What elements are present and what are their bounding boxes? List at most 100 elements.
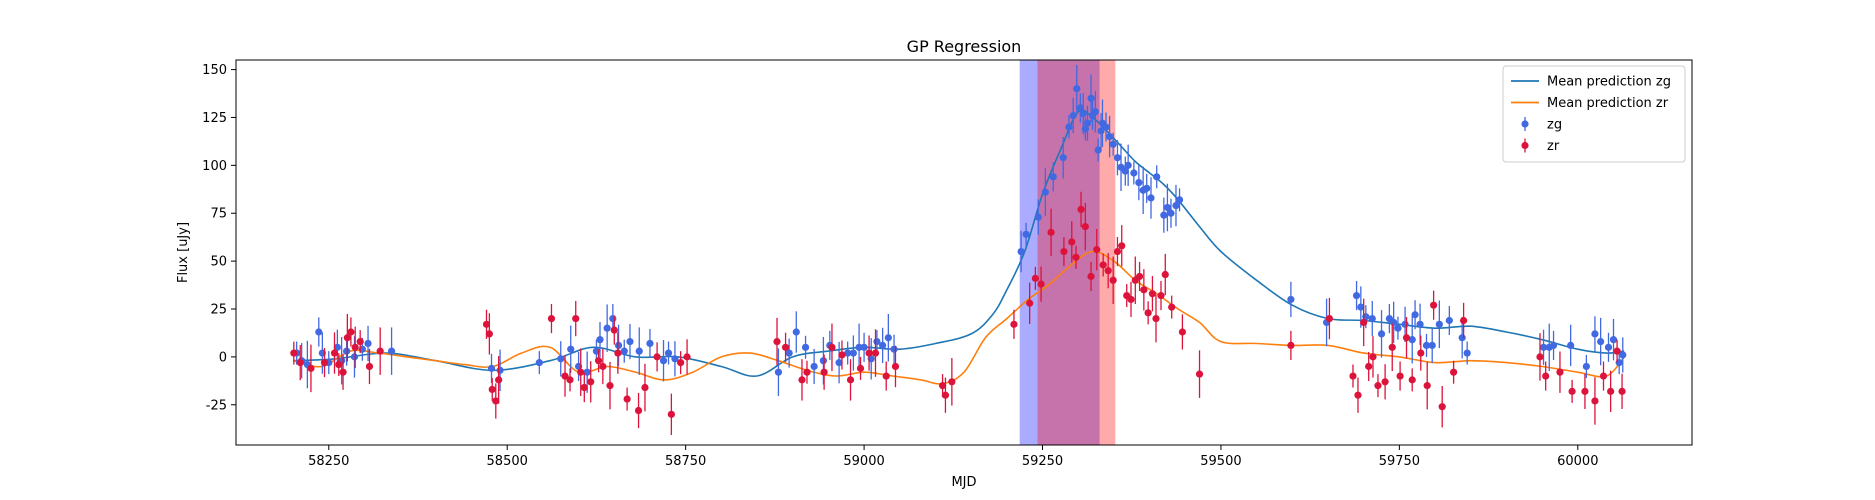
data-point bbox=[356, 337, 364, 346]
data-point bbox=[350, 353, 359, 361]
observation-points bbox=[290, 64, 1627, 436]
data-point bbox=[1613, 347, 1621, 355]
data-point bbox=[879, 341, 887, 349]
data-point bbox=[1047, 228, 1055, 236]
plot-frame bbox=[235, 59, 1693, 446]
data-point bbox=[1010, 320, 1018, 328]
legend-item: zg bbox=[1521, 117, 1562, 133]
data-point bbox=[1148, 290, 1157, 298]
data-point bbox=[1167, 209, 1175, 217]
data-point bbox=[365, 362, 374, 371]
data-point bbox=[1152, 314, 1160, 323]
data-point bbox=[343, 334, 351, 342]
data-point bbox=[376, 347, 384, 355]
data-point bbox=[1077, 205, 1085, 214]
series-line-mean-prediction-zr bbox=[292, 250, 1625, 385]
data-point bbox=[1463, 349, 1471, 357]
data-point bbox=[1087, 94, 1095, 102]
data-point bbox=[1143, 184, 1151, 192]
y-tick-label: -25 bbox=[206, 398, 227, 413]
data-point bbox=[1068, 238, 1076, 246]
data-point bbox=[646, 339, 654, 348]
data-point bbox=[1604, 343, 1613, 351]
data-point bbox=[1354, 391, 1362, 399]
x-tick-label: 58250 bbox=[308, 454, 349, 469]
legend-items: Mean prediction zg Mean prediction zr zg zr bbox=[1511, 75, 1671, 154]
data-point bbox=[583, 368, 591, 376]
data-point bbox=[659, 357, 668, 365]
data-point bbox=[1422, 341, 1431, 349]
x-tick-label: 59000 bbox=[843, 454, 884, 469]
data-point bbox=[1144, 309, 1152, 317]
data-point bbox=[492, 397, 500, 405]
data-point bbox=[846, 376, 855, 384]
data-point bbox=[838, 351, 846, 359]
data-point bbox=[1591, 330, 1599, 338]
legend-box bbox=[1502, 65, 1686, 163]
data-point bbox=[495, 376, 503, 384]
legend-marker-swatch bbox=[1521, 120, 1529, 128]
data-point bbox=[1352, 291, 1361, 300]
data-point bbox=[798, 376, 806, 384]
data-point bbox=[1396, 372, 1404, 380]
data-point bbox=[664, 349, 673, 357]
data-point bbox=[891, 362, 900, 371]
data-point bbox=[599, 362, 607, 371]
data-point bbox=[561, 372, 569, 380]
x-tick-label: 58750 bbox=[665, 454, 706, 469]
data-point bbox=[1178, 328, 1186, 336]
legend-label: Mean prediction zg bbox=[1547, 75, 1671, 90]
data-point bbox=[1106, 133, 1114, 141]
data-point bbox=[1542, 372, 1550, 380]
data-point bbox=[1094, 146, 1102, 154]
data-point bbox=[641, 383, 649, 392]
data-point bbox=[1369, 353, 1377, 361]
data-point bbox=[487, 364, 496, 372]
data-point bbox=[1087, 272, 1095, 281]
data-point bbox=[566, 376, 574, 384]
data-point bbox=[1388, 343, 1396, 351]
data-point bbox=[1428, 341, 1436, 349]
data-point bbox=[860, 343, 868, 351]
data-point bbox=[1031, 274, 1039, 282]
data-point bbox=[1017, 247, 1025, 256]
x-tick-label: 58500 bbox=[487, 454, 528, 469]
data-point bbox=[1102, 123, 1110, 131]
data-point bbox=[610, 326, 618, 334]
legend-label: zg bbox=[1547, 118, 1562, 133]
data-point bbox=[1109, 276, 1117, 284]
data-point bbox=[364, 339, 372, 348]
legend-item: Mean prediction zg bbox=[1511, 75, 1671, 90]
data-point bbox=[792, 328, 800, 336]
data-point bbox=[623, 395, 631, 403]
data-point bbox=[1365, 362, 1373, 371]
data-point bbox=[1460, 316, 1468, 325]
legend-label: Mean prediction zr bbox=[1547, 96, 1669, 111]
data-point bbox=[606, 382, 614, 390]
data-point bbox=[1135, 178, 1143, 187]
data-point bbox=[333, 343, 341, 351]
data-point bbox=[938, 382, 947, 390]
data-point bbox=[1140, 286, 1148, 294]
data-point bbox=[890, 345, 898, 353]
data-point bbox=[1079, 110, 1087, 118]
data-point bbox=[1450, 368, 1458, 376]
legend: Mean prediction zg Mean prediction zr zg zr bbox=[1502, 65, 1686, 163]
chart-title: GP Regression bbox=[907, 37, 1022, 56]
data-point bbox=[1349, 372, 1357, 380]
data-point bbox=[1377, 330, 1386, 338]
data-point bbox=[1037, 280, 1045, 288]
data-point bbox=[671, 355, 679, 363]
data-point bbox=[634, 406, 643, 415]
data-point bbox=[614, 341, 623, 349]
y-tick-label: 150 bbox=[202, 63, 227, 78]
data-point bbox=[1069, 111, 1077, 120]
data-point bbox=[290, 349, 298, 357]
data-point bbox=[1060, 247, 1068, 256]
data-point bbox=[596, 336, 604, 344]
data-point bbox=[1381, 378, 1389, 386]
data-point bbox=[1430, 301, 1438, 309]
data-point bbox=[785, 349, 793, 357]
data-point bbox=[1168, 303, 1176, 311]
